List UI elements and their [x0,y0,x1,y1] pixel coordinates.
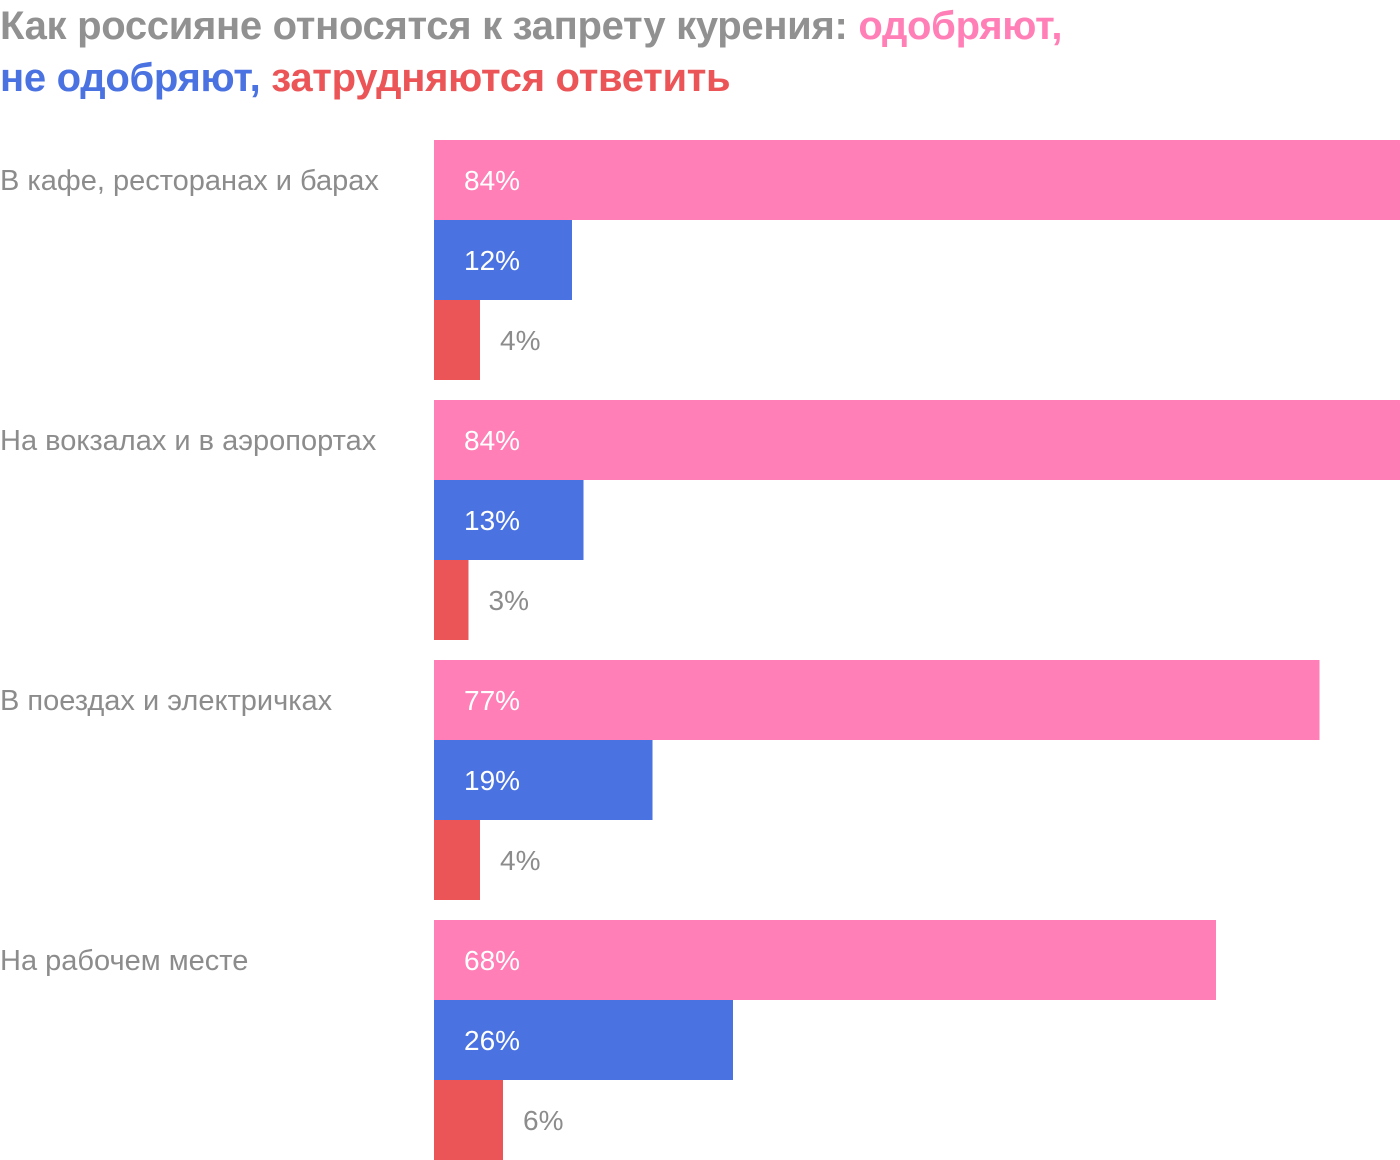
category-label: На рабочем месте [0,945,248,977]
category-label: На вокзалах и в аэропортах [0,425,377,457]
bar-hard-to-say [434,1080,503,1160]
value-label-approve: 84% [464,425,520,456]
bar-approve [434,660,1320,740]
value-label-disapprove: 26% [464,1025,520,1056]
bar-approve [434,140,1400,220]
value-label-hard-to-say: 4% [500,845,540,876]
bar-disapprove [434,220,572,300]
value-label-hard-to-say: 3% [489,585,529,616]
value-label-disapprove: 13% [464,505,520,536]
value-label-disapprove: 19% [464,765,520,796]
bar-hard-to-say [434,560,469,640]
value-label-approve: 84% [464,165,520,196]
title-disapprove-legend: не одобряют, [0,56,261,100]
title-hard-to-say-legend: затрудняются ответить [271,56,731,100]
bar-hard-to-say [434,300,480,380]
bar-hard-to-say [434,820,480,900]
bar-disapprove [434,1000,733,1080]
value-label-hard-to-say: 4% [500,325,540,356]
title-prefix: Как россияне относятся к запрету курения… [0,4,859,48]
value-label-approve: 77% [464,685,520,716]
chart-title: Как россияне относятся к запрету курения… [0,0,1390,104]
bar-approve [434,400,1400,480]
bar-disapprove [434,480,584,560]
title-approve-legend: одобряют, [858,4,1063,48]
category-label: В поездах и электричках [0,685,333,717]
bar-disapprove [434,740,653,820]
category-label: В кафе, ресторанах и барах [0,165,379,197]
value-label-disapprove: 12% [464,245,520,276]
value-label-approve: 68% [464,945,520,976]
value-label-hard-to-say: 6% [523,1105,563,1136]
bar-approve [434,920,1216,1000]
